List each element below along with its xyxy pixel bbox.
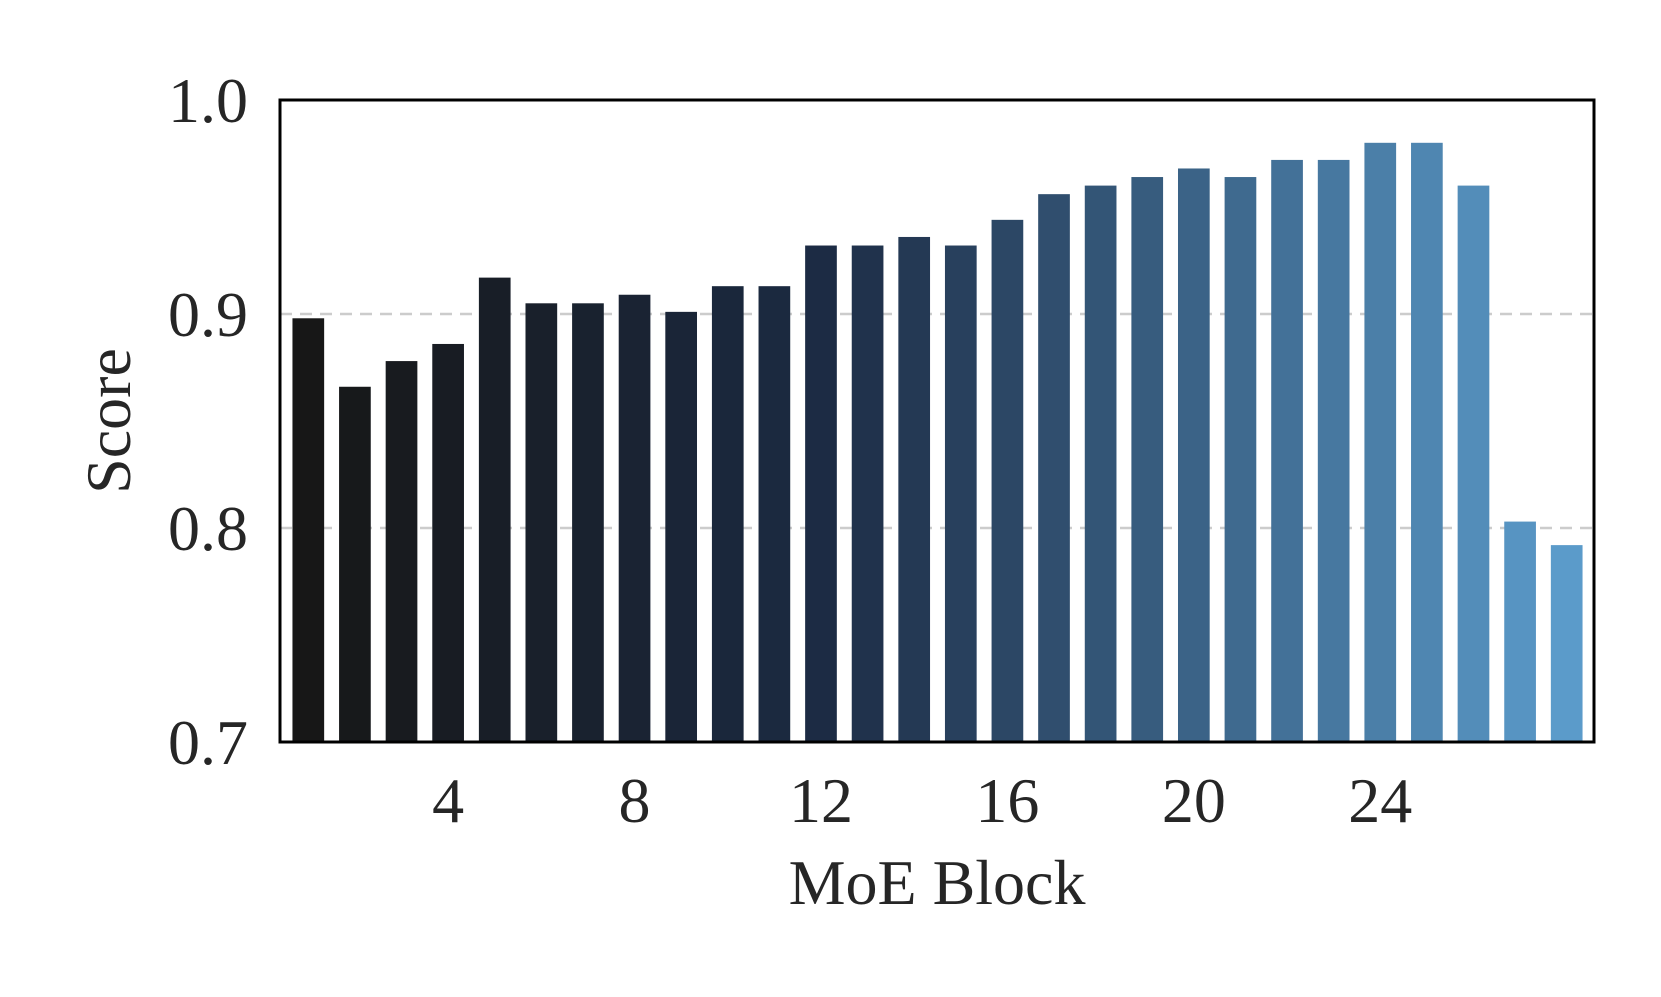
y-tick-labels: 0.7 0.8 0.9 1.0 bbox=[168, 65, 248, 778]
bar-block-20 bbox=[1177, 168, 1210, 743]
bar-block-9 bbox=[665, 311, 698, 742]
bar-block-8 bbox=[618, 294, 651, 742]
bar-block-21 bbox=[1224, 177, 1257, 743]
bar-block-11 bbox=[758, 286, 791, 742]
bar-block-5 bbox=[478, 277, 511, 742]
bar-block-13 bbox=[851, 245, 884, 742]
bar-block-14 bbox=[898, 236, 931, 742]
bar-block-19 bbox=[1131, 177, 1164, 743]
bar-block-25 bbox=[1411, 142, 1443, 743]
bars bbox=[292, 142, 1583, 743]
bar-block-22 bbox=[1271, 159, 1303, 743]
x-tick-label: 16 bbox=[975, 765, 1039, 836]
bar-block-16 bbox=[991, 219, 1024, 743]
bar-block-7 bbox=[572, 303, 604, 742]
x-tick-label: 24 bbox=[1348, 765, 1412, 836]
bar-block-10 bbox=[711, 286, 744, 742]
plot-frame bbox=[278, 98, 1596, 744]
bar-block-23 bbox=[1317, 159, 1350, 743]
bar-block-26 bbox=[1457, 185, 1490, 743]
x-tick-labels: 4 8 12 16 20 24 bbox=[432, 765, 1412, 836]
y-tick-label: 0.7 bbox=[168, 707, 248, 778]
y-tick-label: 0.9 bbox=[168, 279, 248, 350]
bar-block-2 bbox=[339, 386, 371, 742]
bar-block-6 bbox=[525, 303, 558, 742]
y-tick-label: 1.0 bbox=[168, 65, 248, 136]
y-tick-label: 0.8 bbox=[168, 493, 248, 564]
x-tick-label: 20 bbox=[1162, 765, 1226, 836]
bar-block-3 bbox=[385, 361, 418, 742]
x-tick-label: 4 bbox=[432, 765, 464, 836]
bar-block-15 bbox=[944, 245, 977, 742]
bar-block-28 bbox=[1550, 545, 1583, 742]
bar-block-24 bbox=[1364, 142, 1397, 743]
bar-block-1 bbox=[292, 318, 325, 742]
bar-block-4 bbox=[432, 343, 464, 742]
x-axis-title: MoE Block bbox=[789, 847, 1086, 918]
y-axis-title: Score bbox=[73, 348, 144, 494]
x-tick-label: 8 bbox=[619, 765, 651, 836]
bar-block-12 bbox=[805, 245, 837, 742]
bar-block-27 bbox=[1504, 521, 1536, 742]
bar-block-17 bbox=[1038, 194, 1070, 742]
x-tick-label: 12 bbox=[789, 765, 853, 836]
bar-block-18 bbox=[1084, 185, 1117, 743]
